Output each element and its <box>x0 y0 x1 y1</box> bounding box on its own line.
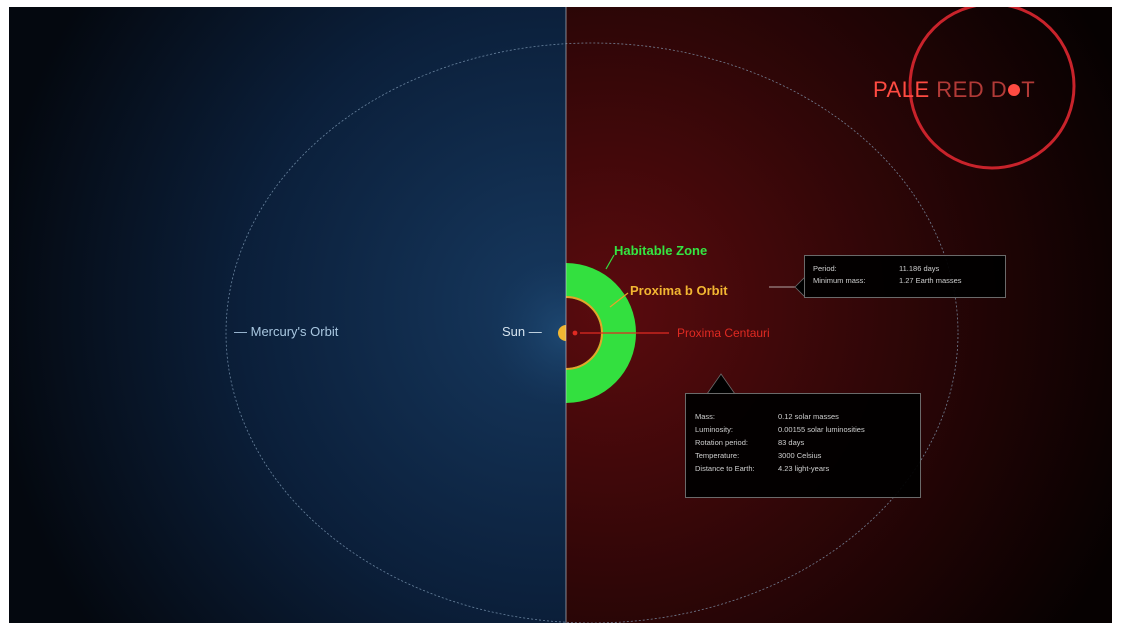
logo-t: T <box>1021 77 1036 102</box>
blue-half <box>9 7 566 623</box>
star-info-key: Mass: <box>695 412 716 421</box>
proxima-centauri-label: Proxima Centauri <box>677 326 770 340</box>
red-half <box>566 7 1112 623</box>
diagram-canvas: — Mercury's Orbit Sun — Habitable Zone P… <box>9 7 1112 623</box>
mercury-orbit-label: — Mercury's Orbit <box>234 324 339 339</box>
star-info-row: Luminosity: 0.00155 solar luminosities <box>695 423 920 436</box>
star-info-row: Distance to Earth: 4.23 light-years <box>695 462 920 475</box>
diagram-svg <box>9 7 1112 623</box>
planet-info-row: Minimum mass: 1.27 Earth masses <box>813 274 1005 286</box>
planet-info-row: Period: 11.186 days <box>813 262 1005 274</box>
star-info-value: 3000 Celsius <box>778 451 822 460</box>
star-info-row: Rotation period: 83 days <box>695 436 920 449</box>
logo-pale: PALE <box>873 77 930 102</box>
mercury-orbit <box>225 42 959 623</box>
habitable-zone-leader <box>605 254 615 270</box>
sun-label: Sun — <box>502 324 542 339</box>
star-info-key: Temperature: <box>695 451 740 460</box>
logo-red-d: RED D <box>936 77 1008 102</box>
habitable-zone-label: Habitable Zone <box>614 243 708 258</box>
star-info-row: Mass: 0.12 solar masses <box>695 410 920 423</box>
planet-info-value: 11.186 days <box>899 263 940 273</box>
star-info-value: 4.23 light-years <box>778 464 830 473</box>
logo-dot-icon <box>1008 84 1021 96</box>
star-info-value: 83 days <box>778 438 805 447</box>
planet-info-box: Period: 11.186 days Minimum mass: 1.27 E… <box>804 255 1006 298</box>
star-info-box: Mass: 0.12 solar masses Luminosity: 0.00… <box>685 393 921 498</box>
planet-info-value: 1.27 Earth masses <box>899 275 962 285</box>
star-info-key: Distance to Earth: <box>695 464 755 473</box>
star-info-row: Temperature: 3000 Celsius <box>695 449 920 462</box>
logo-ring <box>908 7 1076 170</box>
sun-icon <box>558 325 566 341</box>
star-info-key: Rotation period: <box>695 438 748 447</box>
proxima-b-orbit-label: Proxima b Orbit <box>630 283 728 298</box>
planet-info-key: Period: <box>813 263 837 273</box>
star-info-value: 0.00155 solar luminosities <box>778 425 865 434</box>
star-info-value: 0.12 solar masses <box>778 412 839 421</box>
planet-info-key: Minimum mass: <box>813 275 866 285</box>
proxima-b-leader <box>609 292 629 308</box>
proxima-centauri-star <box>572 330 578 336</box>
sun-glow <box>491 261 566 405</box>
star-info-key: Luminosity: <box>695 425 733 434</box>
pale-red-dot-logo: PALE RED D T <box>873 77 1035 103</box>
